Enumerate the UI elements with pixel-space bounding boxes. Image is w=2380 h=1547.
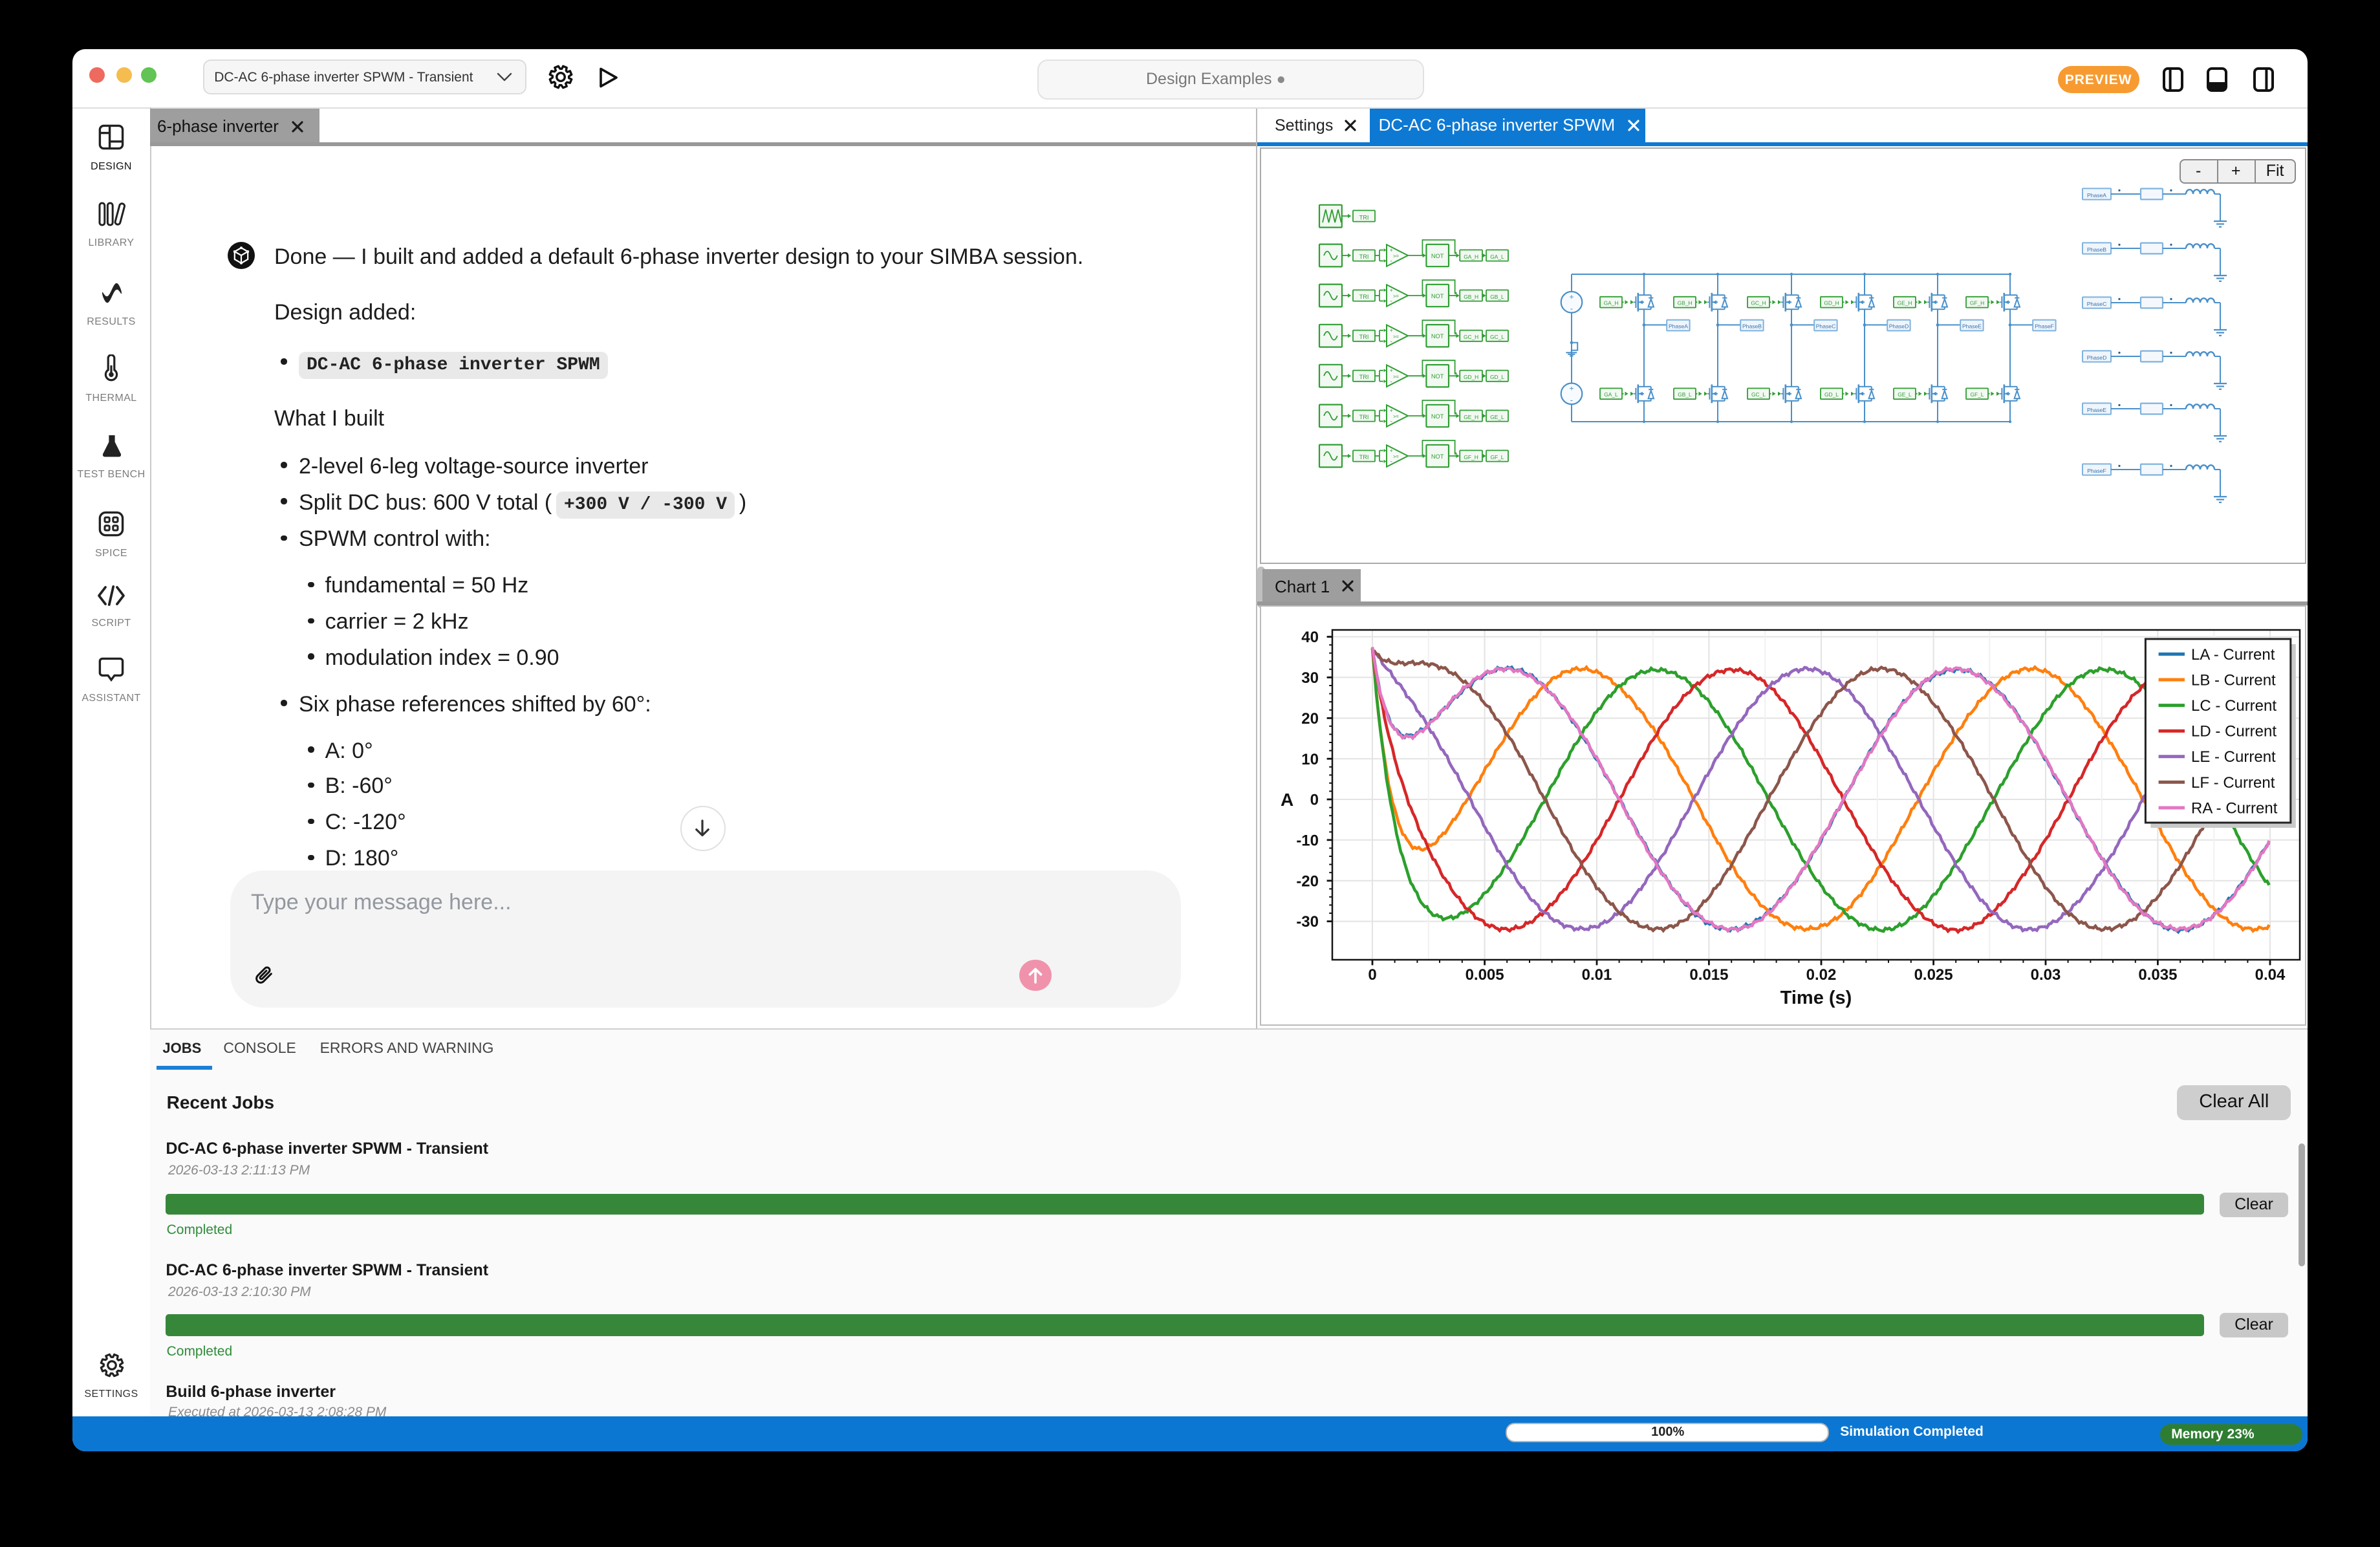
svg-text:TRI: TRI (1359, 254, 1369, 260)
svg-text:GD_H: GD_H (1464, 374, 1478, 380)
svg-text:10: 10 (1301, 751, 1319, 768)
svg-text:GE_L: GE_L (1898, 391, 1912, 398)
svg-text:GF_L: GF_L (1971, 391, 1984, 398)
svg-text:+: + (1390, 367, 1393, 374)
svg-text:TRI: TRI (1359, 214, 1369, 221)
svg-text:GB_H: GB_H (1678, 300, 1693, 307)
svg-text:GF_H: GF_H (1970, 300, 1984, 307)
svg-text:>=: >= (1393, 334, 1399, 340)
svg-text:GB_L: GB_L (1490, 294, 1504, 300)
svg-text:-: - (1390, 258, 1392, 265)
svg-text:PhaseB: PhaseB (1742, 323, 1762, 329)
svg-text:PhaseF: PhaseF (2087, 468, 2106, 474)
svg-text:NOT: NOT (1431, 413, 1444, 420)
svg-text:-: - (1570, 304, 1573, 314)
svg-text:Time (s): Time (s) (1780, 988, 1852, 1008)
svg-text:0.03: 0.03 (2031, 966, 2061, 984)
svg-text:TRI: TRI (1359, 454, 1369, 460)
svg-text:GE_H: GE_H (1464, 414, 1478, 420)
svg-text:40: 40 (1301, 629, 1319, 646)
svg-text:0.005: 0.005 (1466, 966, 1504, 984)
svg-text:NOT: NOT (1431, 333, 1444, 340)
svg-text:LE - Current: LE - Current (2191, 748, 2276, 766)
svg-text:-: - (1390, 338, 1392, 345)
svg-text:RA - Current: RA - Current (2191, 799, 2278, 817)
svg-text:+: + (1390, 407, 1393, 414)
svg-text:TRI: TRI (1359, 414, 1369, 420)
svg-text:PhaseE: PhaseE (2087, 407, 2106, 413)
svg-text:PhaseC: PhaseC (2087, 301, 2107, 307)
svg-text:+: + (1390, 448, 1393, 454)
svg-text:GA_L: GA_L (1604, 391, 1618, 398)
svg-text:PhaseA: PhaseA (1669, 323, 1688, 329)
svg-text:0.025: 0.025 (1914, 966, 1953, 984)
svg-text:PhaseD: PhaseD (2087, 354, 2107, 361)
svg-text:0: 0 (1310, 792, 1319, 809)
svg-text:NOT: NOT (1431, 253, 1444, 259)
svg-text:+: + (1569, 292, 1574, 301)
svg-text:30: 30 (1301, 669, 1319, 687)
svg-text:GC_L: GC_L (1751, 391, 1766, 398)
svg-text:PhaseB: PhaseB (2087, 246, 2106, 253)
svg-text:-20: -20 (1296, 872, 1319, 890)
svg-text:0.015: 0.015 (1689, 966, 1728, 984)
svg-text:GF_H: GF_H (1464, 454, 1478, 460)
svg-text:+: + (1390, 287, 1393, 294)
svg-text:-: - (1390, 378, 1392, 385)
svg-text:PhaseA: PhaseA (2087, 192, 2106, 199)
svg-text:-: - (1390, 418, 1392, 426)
svg-text:LB - Current: LB - Current (2191, 671, 2276, 689)
svg-text:PhaseC: PhaseC (1816, 323, 1836, 329)
svg-text:20: 20 (1301, 710, 1319, 728)
svg-text:TRI: TRI (1359, 334, 1369, 340)
svg-text:GD_L: GD_L (1490, 374, 1504, 380)
svg-text:GE_L: GE_L (1490, 414, 1504, 420)
svg-text:+: + (1390, 247, 1393, 254)
svg-text:>=: >= (1393, 254, 1399, 259)
svg-text:>=: >= (1393, 414, 1399, 420)
svg-text:GA_H: GA_H (1604, 300, 1619, 307)
svg-text:GC_H: GC_H (1751, 300, 1766, 307)
svg-text:GE_H: GE_H (1898, 300, 1912, 307)
svg-text:A: A (1281, 790, 1293, 810)
svg-text:+: + (1390, 327, 1393, 334)
svg-text:-: - (1390, 298, 1392, 305)
svg-text:NOT: NOT (1431, 293, 1444, 299)
svg-text:NOT: NOT (1431, 373, 1444, 380)
svg-text:>=: >= (1393, 454, 1399, 460)
svg-text:0: 0 (1368, 966, 1376, 984)
svg-text:LD - Current: LD - Current (2191, 723, 2277, 741)
svg-text:0.035: 0.035 (2138, 966, 2177, 984)
svg-text:PhaseE: PhaseE (1962, 323, 1982, 329)
svg-text:GD_H: GD_H (1824, 300, 1839, 307)
svg-text:-: - (1570, 395, 1573, 405)
svg-text:-30: -30 (1296, 913, 1319, 931)
svg-text:GF_L: GF_L (1491, 454, 1504, 460)
svg-text:TRI: TRI (1359, 294, 1369, 300)
svg-text:PhaseF: PhaseF (2035, 323, 2054, 329)
svg-text:GB_H: GB_H (1464, 294, 1478, 300)
svg-text:0.02: 0.02 (1806, 966, 1837, 984)
svg-text:GA_H: GA_H (1464, 254, 1478, 260)
svg-text:TRI: TRI (1359, 374, 1369, 380)
svg-text:0.04: 0.04 (2255, 966, 2286, 984)
svg-text:-: - (1390, 459, 1392, 466)
svg-text:GB_L: GB_L (1678, 391, 1692, 398)
svg-text:LC - Current: LC - Current (2191, 697, 2277, 715)
svg-text:LA - Current: LA - Current (2191, 646, 2275, 664)
svg-text:-10: -10 (1296, 832, 1319, 849)
svg-text:GC_L: GC_L (1490, 334, 1504, 340)
svg-text:LF - Current: LF - Current (2191, 774, 2275, 792)
svg-text:0.01: 0.01 (1582, 966, 1612, 984)
svg-text:NOT: NOT (1431, 453, 1444, 460)
svg-text:GD_L: GD_L (1824, 391, 1839, 398)
svg-text:PhaseD: PhaseD (1889, 323, 1909, 329)
svg-text:GC_H: GC_H (1464, 334, 1478, 340)
svg-text:+: + (1569, 384, 1574, 393)
svg-text:GA_L: GA_L (1490, 254, 1504, 260)
svg-text:>=: >= (1393, 294, 1399, 299)
svg-text:>=: >= (1393, 374, 1399, 380)
